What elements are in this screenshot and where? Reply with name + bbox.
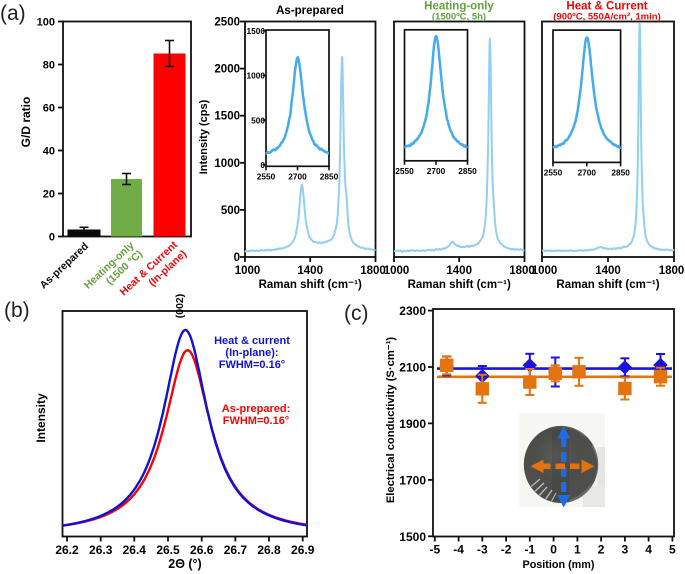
svg-text:-5: -5 [429, 543, 440, 557]
svg-text:20: 20 [43, 189, 55, 201]
svg-text:1400: 1400 [446, 265, 472, 277]
svg-text:26.8: 26.8 [257, 543, 281, 557]
svg-text:26.2: 26.2 [55, 543, 79, 557]
svg-text:Position (mm): Position (mm) [523, 559, 595, 571]
svg-text:Electrical conductivity (S·cm⁻: Electrical conductivity (S·cm⁻¹) [385, 337, 397, 504]
svg-text:1500: 1500 [214, 111, 240, 123]
svg-text:Heating-only: Heating-only [424, 1, 494, 13]
svg-text:26.6: 26.6 [190, 543, 214, 557]
svg-text:1800: 1800 [509, 265, 535, 277]
svg-text:2550: 2550 [544, 167, 563, 177]
svg-text:1000: 1000 [235, 265, 261, 277]
svg-text:2850: 2850 [458, 166, 477, 176]
svg-text:4: 4 [645, 543, 652, 557]
svg-text:2550: 2550 [395, 166, 414, 176]
svg-text:60: 60 [43, 103, 55, 115]
svg-text:Raman shift (cm⁻¹): Raman shift (cm⁻¹) [408, 279, 511, 291]
svg-text:100: 100 [37, 17, 55, 29]
svg-text:2100: 2100 [399, 361, 426, 375]
svg-text:(c): (c) [344, 302, 369, 325]
svg-text:2Θ (°): 2Θ (°) [168, 557, 201, 571]
svg-text:1000: 1000 [384, 265, 410, 277]
svg-text:FWHM=0.16°: FWHM=0.16° [219, 359, 285, 371]
svg-text:Intensity: Intensity [34, 393, 48, 443]
svg-text:26.9: 26.9 [291, 543, 315, 557]
svg-text:0: 0 [49, 232, 55, 244]
svg-text:1700: 1700 [399, 473, 426, 487]
svg-text:1000: 1000 [247, 71, 266, 81]
svg-text:0: 0 [260, 160, 265, 170]
svg-text:0: 0 [550, 543, 557, 557]
svg-text:-3: -3 [477, 543, 488, 557]
svg-text:Heat & current: Heat & current [214, 335, 290, 347]
svg-text:1800: 1800 [360, 265, 386, 277]
svg-text:2500: 2500 [214, 17, 240, 29]
svg-text:3: 3 [622, 543, 629, 557]
svg-text:Intensity (cps): Intensity (cps) [198, 99, 210, 174]
svg-text:-2: -2 [501, 543, 512, 557]
svg-text:2850: 2850 [320, 171, 339, 181]
svg-text:80: 80 [43, 60, 55, 72]
svg-text:As-prepared:: As-prepared: [222, 403, 290, 415]
svg-text:2700: 2700 [288, 171, 307, 181]
svg-text:40: 40 [43, 146, 55, 158]
svg-text:26.3: 26.3 [89, 543, 113, 557]
svg-text:5: 5 [669, 543, 676, 557]
svg-text:0: 0 [234, 252, 240, 264]
svg-text:1400: 1400 [297, 265, 323, 277]
svg-text:2850: 2850 [611, 167, 630, 177]
svg-text:1500: 1500 [399, 530, 426, 544]
svg-text:FWHM=0.16°: FWHM=0.16° [223, 415, 289, 427]
svg-text:(a): (a) [0, 2, 26, 25]
svg-text:-4: -4 [453, 543, 464, 557]
svg-text:1500: 1500 [247, 26, 266, 36]
svg-text:(1500ºC, 5h): (1500ºC, 5h) [432, 12, 486, 23]
svg-text:G/D ratio: G/D ratio [19, 97, 33, 148]
svg-text:2300: 2300 [399, 304, 426, 318]
svg-text:(900ºC, 550A/cm², 1min): (900ºC, 550A/cm², 1min) [553, 12, 660, 23]
svg-text:26.4: 26.4 [123, 543, 147, 557]
svg-text:Raman shift (cm⁻¹): Raman shift (cm⁻¹) [259, 279, 362, 291]
svg-text:(In-plane):: (In-plane): [225, 347, 278, 359]
svg-text:As-prepared: As-prepared [276, 5, 344, 17]
svg-text:2: 2 [598, 543, 605, 557]
svg-text:Raman shift (cm⁻¹): Raman shift (cm⁻¹) [556, 279, 659, 291]
svg-text:1000: 1000 [214, 158, 240, 170]
svg-text:26.7: 26.7 [224, 543, 248, 557]
svg-text:26.5: 26.5 [156, 543, 180, 557]
svg-text:(b): (b) [4, 299, 30, 322]
svg-text:500: 500 [221, 205, 240, 217]
svg-text:1400: 1400 [595, 265, 621, 277]
svg-text:2700: 2700 [427, 166, 446, 176]
svg-text:1900: 1900 [399, 417, 426, 431]
svg-text:(002): (002) [174, 294, 186, 319]
svg-text:2000: 2000 [214, 64, 240, 76]
svg-text:1800: 1800 [659, 265, 685, 277]
svg-text:-1: -1 [524, 543, 535, 557]
svg-text:500: 500 [251, 115, 265, 125]
svg-text:1: 1 [574, 543, 581, 557]
svg-text:1000: 1000 [532, 265, 558, 277]
svg-text:2550: 2550 [257, 171, 276, 181]
svg-text:2700: 2700 [578, 167, 597, 177]
svg-text:Heat & Current: Heat & Current [566, 1, 647, 13]
